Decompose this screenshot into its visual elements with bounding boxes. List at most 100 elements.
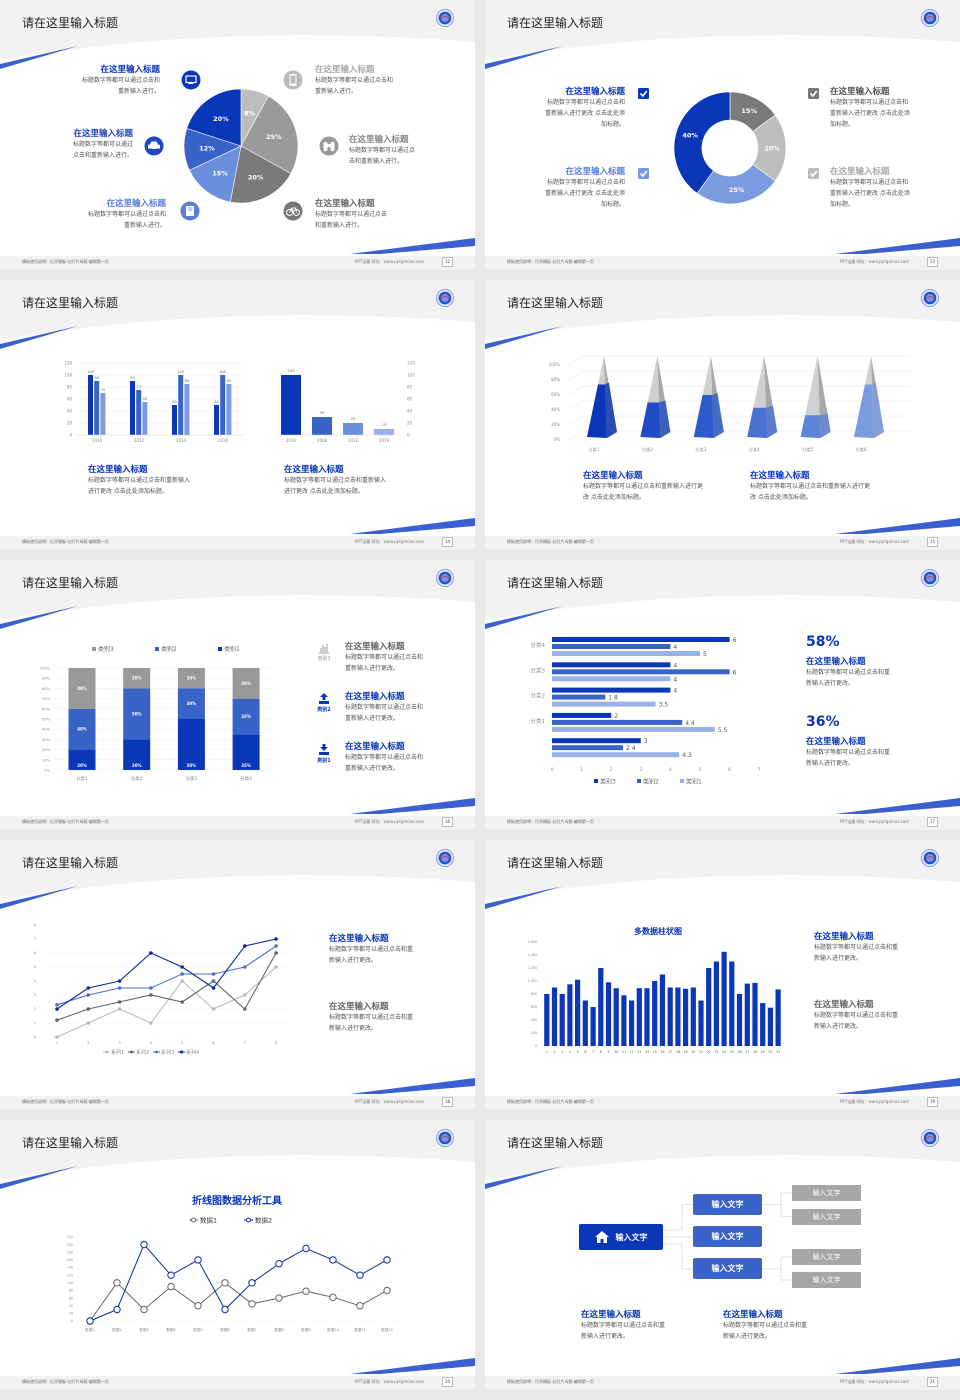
slide-title: 请在这里输入标题: [22, 16, 119, 30]
text-block: 在这里输入标题标题数字等都可以通过点击和重新输入进行更改。: [345, 640, 455, 674]
x-tick-label: 5: [699, 767, 702, 773]
data-point: [117, 979, 122, 983]
item-body-line: 新输入进行更改。: [814, 1023, 863, 1030]
bar: [659, 974, 665, 1046]
footer-right-text[interactable]: PPT宝藏 网址：www.pptgenius.com: [355, 539, 424, 544]
footer-right-text[interactable]: PPT宝藏 网址：www.pptgenius.com: [355, 819, 424, 824]
item-body-line: 标题数字等都可以通过点击和: [315, 77, 394, 84]
legend-item[interactable]: 系列2: [128, 1049, 149, 1056]
slide-12[interactable]: 请在这里输入标题 8% 25% 20% 15% 12% 20% 在这里输入标题 标题数字等都可…: [0, 0, 475, 270]
item-body-line: 重新输入进行更改。: [345, 765, 400, 772]
tree-mid-node[interactable]: 输入文字: [693, 1194, 762, 1215]
legend-item[interactable]: 类别2: [637, 778, 659, 786]
footer-right-text[interactable]: PPT宝藏 网址：www.pptgenius.com: [355, 259, 424, 264]
legend-item[interactable]: 类别2: [155, 645, 177, 653]
bar: [544, 994, 550, 1046]
slide-17[interactable]: 请在这里输入标题 6 4 5 分类4 4 6 4 分类3 4 1.8 3.5 分类2 2 4.4 5.5 分类…: [485, 560, 960, 830]
footer-right-text[interactable]: PPT宝藏 网址：www.pptgenius.com: [840, 1379, 909, 1384]
binoculars-icon: [319, 136, 339, 156]
bar: [713, 961, 719, 1046]
book-icon: [180, 201, 200, 221]
item-body-line: 标题数字等都可以通过点击和重新输入进行更: [583, 483, 704, 490]
university-logo-icon: [436, 1129, 454, 1147]
y-category-label: 分类4: [531, 641, 546, 649]
bar: [552, 745, 623, 751]
tree-mid-node[interactable]: 输入文字: [693, 1258, 762, 1279]
tree-leaf-node[interactable]: 输入文字: [792, 1272, 861, 1288]
slide-14[interactable]: 请在这里输入标题 0 20 40 60 80 100 120 100 90 70 2010 90 75 5…: [0, 280, 475, 550]
item-title: 在这里输入标题: [814, 1000, 874, 1010]
checkbox-icon[interactable]: [638, 168, 649, 179]
segment-label: 40%: [77, 686, 87, 691]
y-category-label: 分类2: [531, 692, 546, 700]
x-tick-label: 0: [551, 767, 554, 773]
slide-20[interactable]: 请在这里输入标题 折线图数据分析工具 0 20 40 60 80 100 120 140 160 1…: [0, 1120, 475, 1390]
x-tick-label: 6: [584, 1050, 586, 1054]
y-tick-label: 6: [34, 951, 36, 955]
checkbox-icon[interactable]: [808, 168, 819, 179]
x-tick-label: 2018: [379, 438, 390, 443]
x-tick-label: 2014: [176, 438, 187, 443]
tree-root-node[interactable]: 输入文字: [579, 1224, 663, 1250]
legend-label: 类别2: [643, 778, 659, 786]
pyramid-bar: [693, 356, 724, 438]
data-point: [302, 1244, 310, 1253]
slide-19[interactable]: 请在这里输入标题 多数据柱状图 0 200 400 600 800 1,000 1,200 1,…: [485, 840, 960, 1110]
footer-right-text[interactable]: PPT宝藏 网址：www.pptgenius.com: [840, 1099, 909, 1104]
bar-value-label: 70: [101, 388, 106, 392]
footer-right-text[interactable]: PPT宝藏 网址：www.pptgenius.com: [355, 1099, 424, 1104]
x-tick-label: 3: [118, 1041, 120, 1045]
bar: [552, 662, 671, 668]
page-number: 13: [927, 257, 938, 267]
x-tick-label: 2: [554, 1050, 556, 1054]
legend-item[interactable]: 类别1: [218, 645, 240, 653]
slide-15[interactable]: 请在这里输入标题 0% 20% 40% 60% 80% 100% 分类1 分类2 分类3 …: [485, 280, 960, 550]
bar: [598, 968, 604, 1046]
bar: [582, 1000, 588, 1046]
data-point: [383, 1256, 391, 1264]
slide-13[interactable]: 请在这里输入标题 15% 20% 25% 40% 在这里输入标题 标题数字等都可以通过点击…: [485, 0, 960, 270]
legend-item[interactable]: 类别3: [92, 645, 114, 653]
text-block: 在这里输入标题标题数字等都可以通过点击和重新输入进行更改。: [345, 690, 455, 724]
y-tick-label: 50%: [42, 718, 51, 722]
pyramid-bar: [854, 356, 884, 438]
legend-item[interactable]: 系列3: [153, 1049, 174, 1056]
tree-mid-node[interactable]: 输入文字: [693, 1226, 762, 1247]
category-tag: 类别2: [317, 706, 331, 713]
tree-leaf-node[interactable]: 输入文字: [792, 1209, 861, 1225]
item-body-line: 标题数字等都可以通过点击和重: [329, 946, 414, 953]
legend-item[interactable]: 类别3: [594, 778, 616, 786]
donut-chart: 15% 20% 25% 40%: [638, 88, 819, 205]
legend-item[interactable]: 系列1: [103, 1049, 124, 1056]
node-label: 输入文字: [812, 1189, 841, 1197]
bar-value-label: 6: [733, 669, 737, 676]
bar: [142, 402, 148, 435]
tree-leaf-node[interactable]: 输入文字: [792, 1185, 861, 1201]
tree-leaf-node[interactable]: 输入文字: [792, 1249, 861, 1265]
legend-item[interactable]: 数据1: [189, 1216, 217, 1225]
footer-right-text[interactable]: PPT宝藏 网址：www.pptgenius.com: [840, 819, 909, 824]
y-tick-label: 2: [34, 1007, 36, 1011]
pie-legend-item-left: 在这里输入标题标题数字等都可以通过点击和重新输入进行。: [56, 197, 166, 231]
checkbox-icon[interactable]: [638, 88, 649, 99]
footer-right-text[interactable]: PPT宝藏 网址：www.pptgenius.com: [355, 1379, 424, 1384]
item-title: 在这里输入标题: [830, 87, 890, 97]
university-logo-icon: [921, 849, 939, 867]
bar-value-label: 4: [673, 644, 677, 651]
x-tick-label: 数据6: [220, 1327, 230, 1332]
slide-18[interactable]: 请在这里输入标题 0 1 2 3 4 5 6 7 8 1 2 3 4 5 6 7 8 系列1 系列2 系列3 系列4 在这…: [0, 840, 475, 1110]
bar: [629, 1000, 635, 1046]
slide-21[interactable]: 请在这里输入标题 输入文字 输入文字 输入文字 输入文字 输入文字 输入文字 输入文字 输入文…: [485, 1120, 960, 1390]
legend-item[interactable]: 类别1: [680, 778, 702, 786]
footer-right-text[interactable]: PPT宝藏 网址：www.pptgenius.com: [840, 259, 909, 264]
legend-item[interactable]: 系列4: [178, 1049, 199, 1056]
slide-16[interactable]: 请在这里输入标题 0% 10% 20% 30% 40% 50% 60% 70% 80% 90% 10…: [0, 560, 475, 830]
footer-right-text[interactable]: PPT宝藏 网址：www.pptgenius.com: [840, 539, 909, 544]
checkbox-icon[interactable]: [808, 88, 819, 99]
legend-label: 类别3: [600, 778, 616, 786]
phone-icon: [283, 70, 303, 90]
x-tick-label: 13: [637, 1050, 641, 1054]
x-tick-label: 分类2: [131, 775, 143, 782]
legend-item[interactable]: 数据2: [244, 1216, 272, 1225]
x-tick-label: 8: [600, 1050, 602, 1054]
